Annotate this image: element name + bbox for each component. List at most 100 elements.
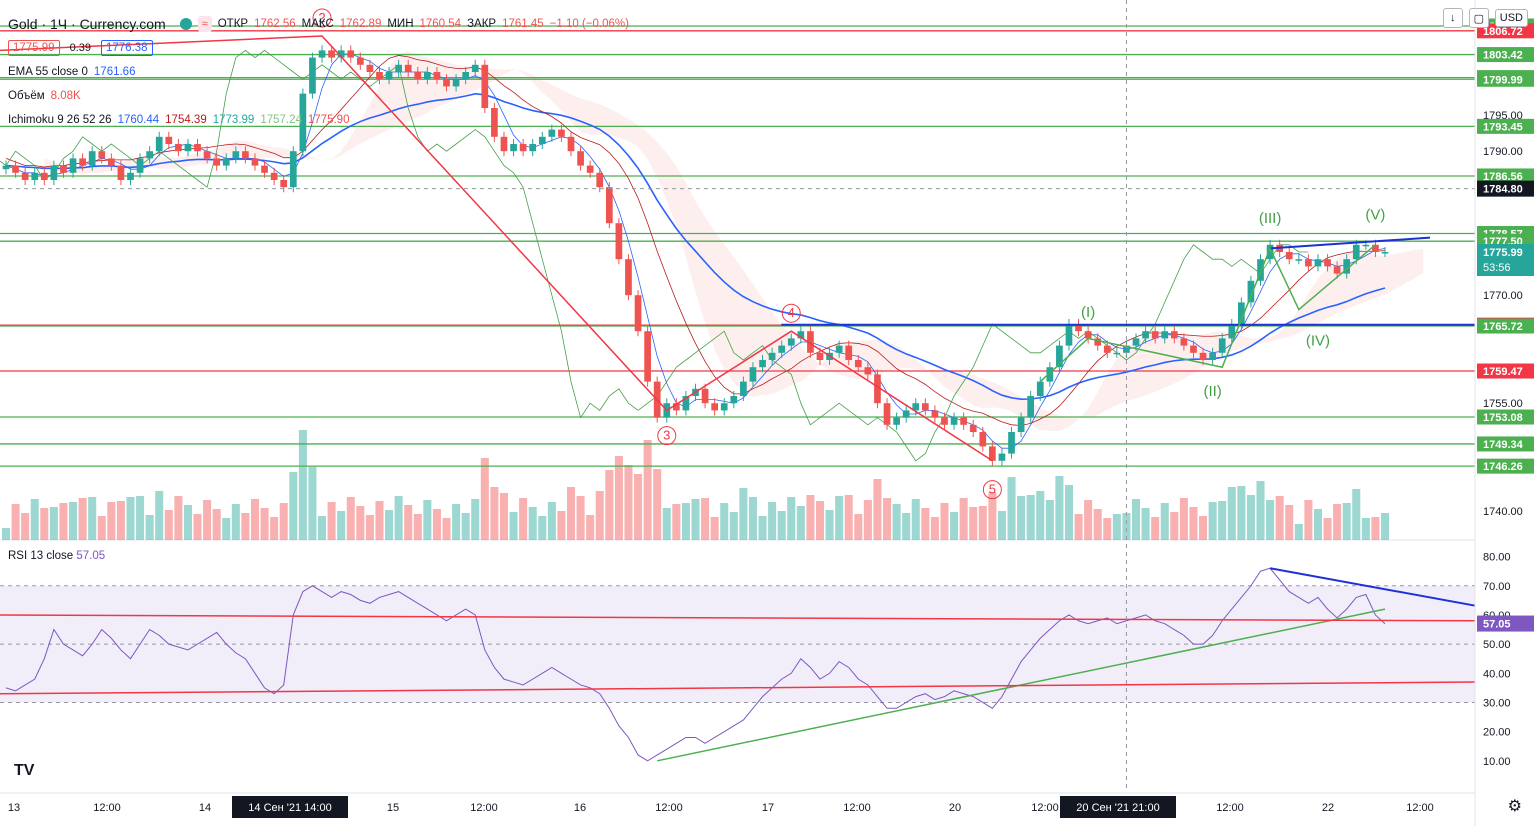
candle [672, 403, 680, 411]
upper-trendline-blue[interactable] [1270, 236, 1431, 250]
time-highlight-tag [1060, 796, 1176, 818]
rsi-tick: 80.00 [1483, 552, 1511, 564]
level-price-tag[interactable] [1477, 168, 1534, 184]
rsi-value-label: 57.05 [1483, 619, 1511, 631]
volume-bar [49, 507, 58, 540]
candle [1362, 244, 1370, 247]
sell-price-button[interactable]: 1775.99 [8, 40, 60, 56]
candle [404, 64, 412, 72]
volume-bar [1055, 476, 1064, 540]
candle [941, 417, 948, 425]
candle [1314, 259, 1322, 267]
volume-bar [624, 465, 633, 540]
volume-bar [327, 502, 336, 540]
candle [184, 144, 192, 152]
volume-bar [423, 500, 432, 540]
candle [1132, 338, 1140, 346]
volume-bar [768, 502, 777, 540]
ichimoku-legend[interactable]: Ichimoku 9 26 52 26 1760.44 1754.39 1773… [8, 108, 629, 132]
volume-bar [174, 496, 183, 540]
symbol-title[interactable]: Gold · 1Ч · Currency.com [8, 16, 166, 32]
low-value: 1760.54 [419, 18, 462, 30]
ema-legend[interactable]: EMA 55 close 0 1761.66 [8, 60, 629, 84]
candle [1266, 244, 1274, 260]
candle [969, 424, 977, 432]
volume-bar [921, 508, 930, 540]
rsi-red-line-upper[interactable] [0, 614, 1476, 622]
level-price-tag[interactable] [1477, 118, 1534, 134]
candle [807, 331, 814, 353]
volume-bar [883, 498, 892, 540]
level-price-label: 1806.72 [1483, 26, 1523, 38]
candle [1333, 266, 1341, 274]
settings-gear-icon[interactable]: ⚙ [1507, 798, 1522, 815]
level-price-tag[interactable] [1477, 436, 1534, 452]
volume-label: Объём [8, 90, 45, 102]
candle [69, 158, 77, 173]
time-tick: 20 [949, 802, 961, 814]
wave-label-red: 2 [318, 10, 325, 25]
level-price-tag[interactable] [1477, 23, 1534, 39]
level-price-label: 1749.34 [1483, 439, 1524, 451]
volume-bar [1160, 503, 1169, 540]
level-price-tag[interactable] [1477, 318, 1534, 334]
volume-bar [1342, 503, 1351, 540]
volume-bar [950, 512, 959, 540]
level-price-tag[interactable] [1477, 409, 1534, 425]
ema-value: 1761.66 [93, 66, 136, 78]
rsi-legend[interactable]: RSI 13 close 57.05 [8, 550, 105, 562]
rsi-red-line-lower[interactable] [0, 681, 1476, 695]
rsi-resistance-line[interactable] [1269, 567, 1479, 608]
candle [1017, 417, 1025, 432]
candle [1046, 367, 1054, 382]
compare-button[interactable]: ≈ [197, 16, 212, 32]
rsi-line [5, 567, 1386, 762]
wave-label-green: (I) [1081, 304, 1095, 321]
volume-bar [40, 508, 49, 540]
candle [768, 352, 776, 360]
candle [538, 136, 546, 144]
candle [280, 180, 288, 188]
fullscreen-icon[interactable]: ▢ [1468, 8, 1489, 28]
volume-bar [164, 510, 173, 540]
rsi-tick: 70.00 [1483, 581, 1511, 593]
level-price-tag[interactable] [1477, 458, 1534, 474]
tradingview-logo-icon[interactable]: TV [14, 762, 35, 779]
volume-bar [1122, 513, 1131, 540]
candle [213, 158, 221, 166]
level-price-label: 1793.45 [1483, 121, 1523, 133]
candle [979, 432, 987, 447]
level-price-tag[interactable] [1477, 71, 1534, 87]
volume-bar [346, 497, 355, 540]
ichimoku-chikou: 1773.99 [212, 114, 255, 126]
time-tick: 16 [574, 802, 586, 814]
ichimoku-tenkan: 1760.44 [117, 114, 160, 126]
level-price-tag[interactable] [1477, 47, 1534, 63]
candle [107, 158, 115, 166]
volume-bar [681, 503, 690, 540]
candle [586, 165, 594, 173]
download-icon[interactable]: ↓ [1442, 8, 1463, 28]
currency-selector[interactable]: USD [1494, 9, 1528, 27]
candle [529, 144, 537, 152]
candle [797, 331, 805, 339]
buy-price-button[interactable]: 1776.38 [101, 40, 153, 56]
elliott-wave-red[interactable] [0, 35, 993, 462]
volume-bar [729, 512, 738, 540]
wave-marker-red [982, 480, 1002, 500]
volume-bar [844, 495, 853, 540]
candle [1113, 352, 1121, 355]
volume-bar [298, 430, 307, 540]
elliott-wave-green[interactable] [1039, 244, 1376, 383]
volume-bar [634, 474, 643, 540]
volume-bar [1266, 500, 1275, 540]
volume-bar [1237, 486, 1246, 540]
volume-bar [739, 488, 748, 540]
bar-countdown-label: 53:56 [1483, 262, 1511, 274]
candle [644, 331, 651, 382]
volume-bar [155, 491, 164, 540]
candle [912, 403, 920, 411]
volume-legend[interactable]: Объём 8.08K [8, 84, 629, 108]
level-price-tag[interactable] [1477, 363, 1534, 379]
